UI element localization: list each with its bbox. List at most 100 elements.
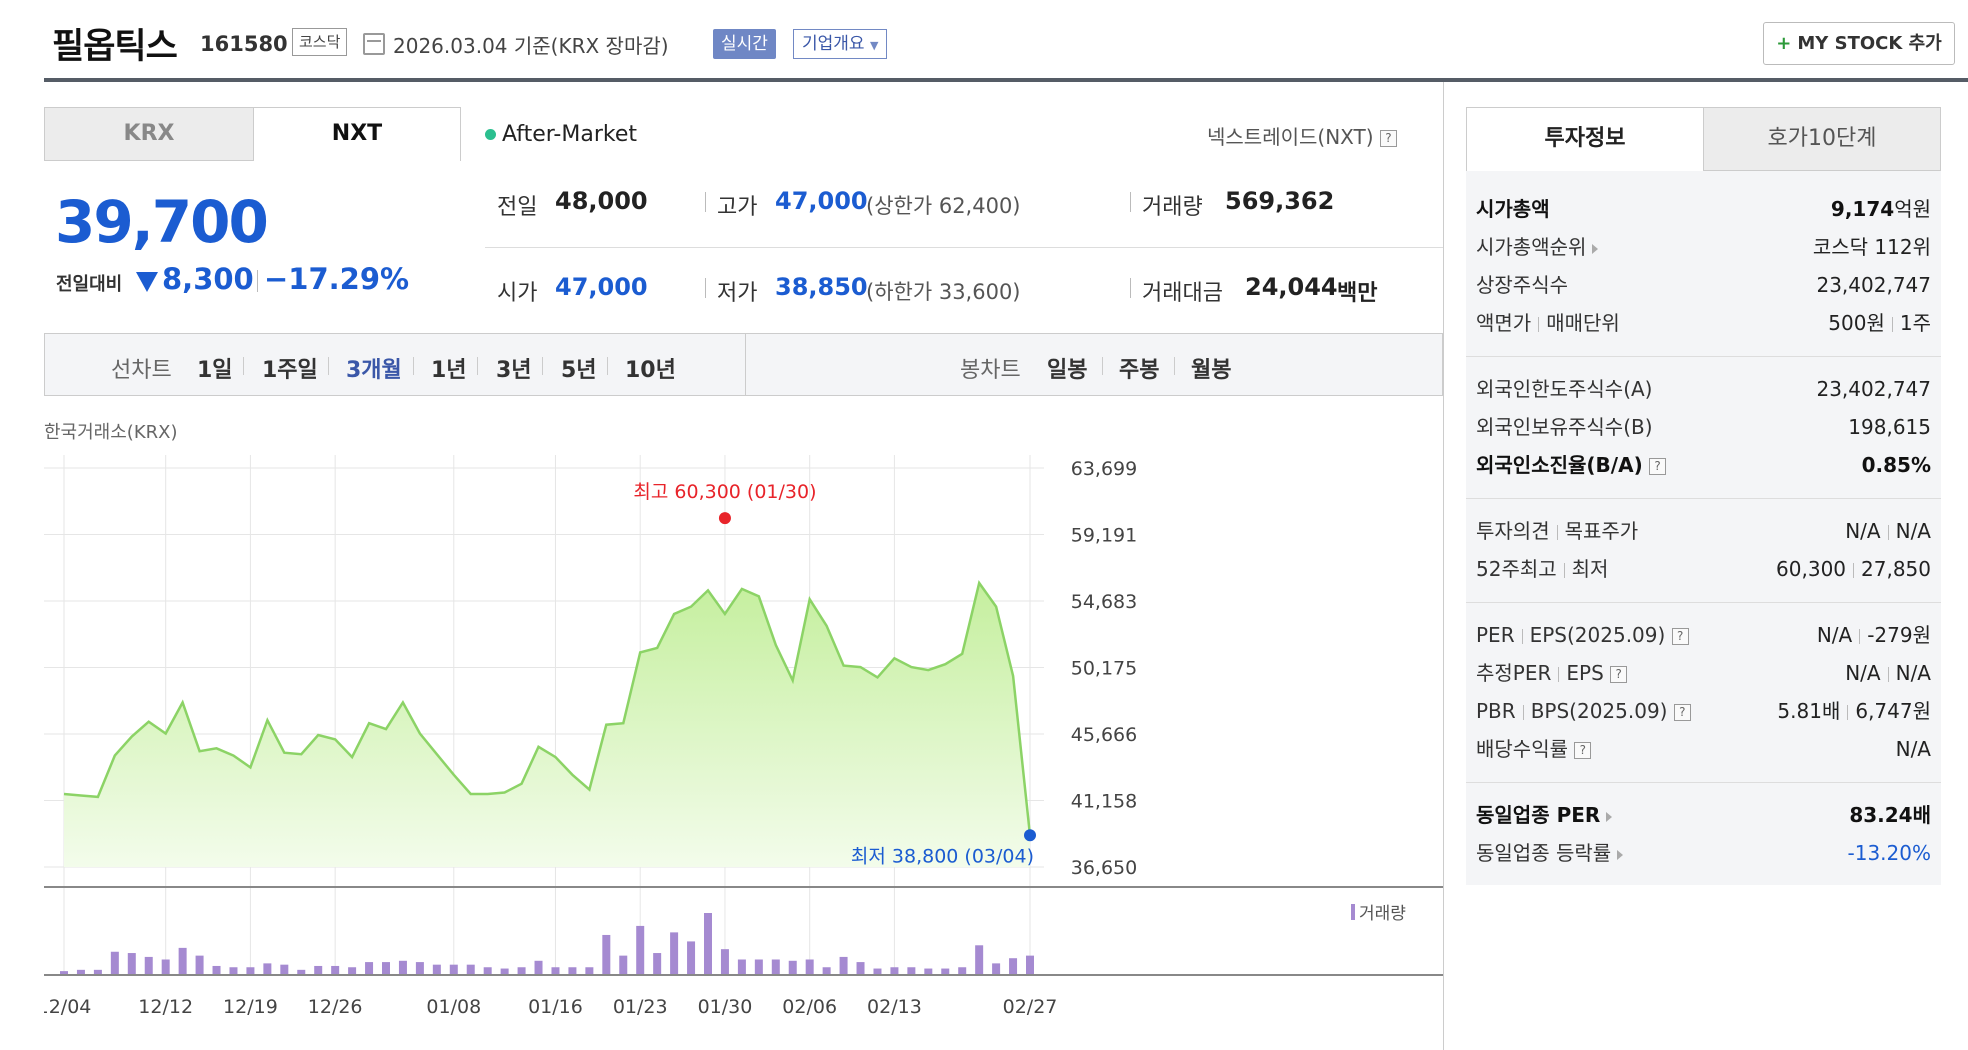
prev-value: 48,000 [555,187,648,215]
period-5y[interactable]: 5년 [561,358,597,383]
period-3m[interactable]: 3개월 [346,358,402,383]
diff-percent: −17.29% [264,262,410,296]
volume-bar [263,963,272,975]
candle-weekly[interactable]: 주봉 [1119,358,1160,383]
volume-bar [297,969,306,975]
y-tick-label: 63,699 [1071,458,1137,480]
divider [1466,356,1941,357]
volume-legend-swatch [1351,904,1355,920]
divider [1466,782,1941,783]
volume-bar [822,967,831,975]
volume-bar [449,964,458,975]
volume-bar [229,967,238,975]
divider [1466,498,1941,499]
open-label: 시가 [497,281,538,306]
tab-nxt[interactable]: NXT [253,107,461,161]
foreign-limit-row: 외국인한도주식수(A) 23,402,747 [1476,377,1931,401]
max-label: 최고 60,300 (01/30) [633,481,816,503]
market-cap-rank-row[interactable]: 시가총액순위 코스닥 112위 [1476,235,1931,259]
tab-krx[interactable]: KRX [44,107,254,161]
volume-bar [76,969,85,975]
y-tick-label: 45,666 [1071,724,1137,746]
separator [243,357,244,375]
period-1d[interactable]: 1일 [197,358,233,383]
volume-bar [636,925,645,975]
y-tick-label: 41,158 [1071,791,1137,813]
separator [328,357,329,375]
candle-daily[interactable]: 일봉 [1047,358,1088,383]
max-point[interactable] [718,512,731,525]
tab-investment-info[interactable]: 투자정보 [1466,107,1704,171]
volume-bar [975,945,984,975]
period-1y[interactable]: 1년 [431,358,467,383]
volume-bar [602,934,611,975]
chevron-right-icon [1606,811,1613,822]
company-overview-label: 기업개요 [802,34,865,54]
volume-bar [60,971,68,975]
tab-order-book[interactable]: 호가10단계 [1703,107,1941,171]
period-10y[interactable]: 10년 [625,358,676,383]
volume-bar [415,962,424,975]
high-label: 고가 [717,195,758,220]
x-tick-label: 01/23 [613,996,668,1018]
foreign-hold-row: 외국인보유주식수(B) 198,615 [1476,415,1931,439]
volume-bar [958,967,967,975]
volume-bar [924,968,933,975]
est-per-row: 추정PER EPS ? N/A N/A [1476,661,1931,685]
industry-per-row[interactable]: 동일업종 PER 83.24배 [1476,803,1931,827]
realtime-button[interactable]: 실시간 [713,29,776,59]
volume-value: 569,362 [1225,187,1335,215]
column-divider [1443,82,1444,1050]
nextrade-help-link[interactable]: 넥스트레이드(NXT) ? [1207,121,1397,150]
volume-bar [907,967,916,975]
y-tick-label: 59,191 [1071,525,1137,547]
date-basis: 2026.03.04 기준(KRX 장마감) [393,34,669,58]
separator [1174,357,1175,375]
price-area [64,583,1030,867]
divider [485,247,1443,248]
volume-bar [992,963,1001,975]
help-icon[interactable]: ? [1673,704,1691,721]
separator [1130,278,1131,298]
my-stock-add-button[interactable]: + MY STOCK 추가 [1763,22,1955,65]
volume-bar [737,959,746,975]
market-badge: 코스닥 [292,28,348,56]
diff-label: 전일대비 [56,274,123,295]
volume-bar [144,956,153,975]
volume-bar [398,960,407,975]
amount-value: 24,044 [1245,273,1338,301]
volume-bar [619,955,628,975]
help-icon[interactable]: ? [1574,742,1592,759]
volume-bar [517,967,526,975]
volume-bar [348,967,357,975]
per-row: PER EPS(2025.09) ? N/A -279원 [1476,623,1931,647]
company-overview-dropdown[interactable]: 기업개요 ▼ [793,29,888,59]
price-chart[interactable]: 63,699 59,191 54,683 50,175 45,666 41,158 36,6… [44,455,1443,1050]
high-value: 47,000 [775,187,868,215]
help-icon[interactable]: ? [1671,628,1689,645]
upper-limit: (상한가 62,400) [866,194,1021,218]
chart-period-bar: 선차트 1일 1주일 3개월 1년 3년 5년 10년 봉차트 일봉 주봉 월봉 [44,333,1443,396]
industry-change-row[interactable]: 동일업종 등락률 -13.20% [1476,841,1931,865]
volume-bar [873,968,882,975]
help-icon[interactable]: ? [1379,130,1397,147]
opinion-row: 투자의견 목표주가 N/A N/A [1476,519,1931,543]
volume-bar [788,960,797,975]
candle-monthly[interactable]: 월봉 [1191,358,1232,383]
period-1w[interactable]: 1주일 [262,358,318,383]
divider [745,334,746,395]
my-stock-label: MY STOCK 추가 [1797,33,1942,54]
min-point[interactable] [1024,829,1036,842]
candle-chart-label: 봉차트 [960,358,1021,383]
help-icon[interactable]: ? [1649,458,1667,475]
chart-exchange-label: 한국거래소(KRX) [44,422,178,443]
volume-bar [585,967,594,975]
help-icon[interactable]: ? [1610,666,1628,683]
volume-bar [670,932,679,975]
separator [1130,192,1131,212]
x-tick-label: 02/06 [782,996,837,1018]
period-3y[interactable]: 3년 [496,358,532,383]
amount-label: 거래대금 [1142,281,1223,306]
separator [477,357,478,375]
after-market-label: After-Market [502,122,637,147]
